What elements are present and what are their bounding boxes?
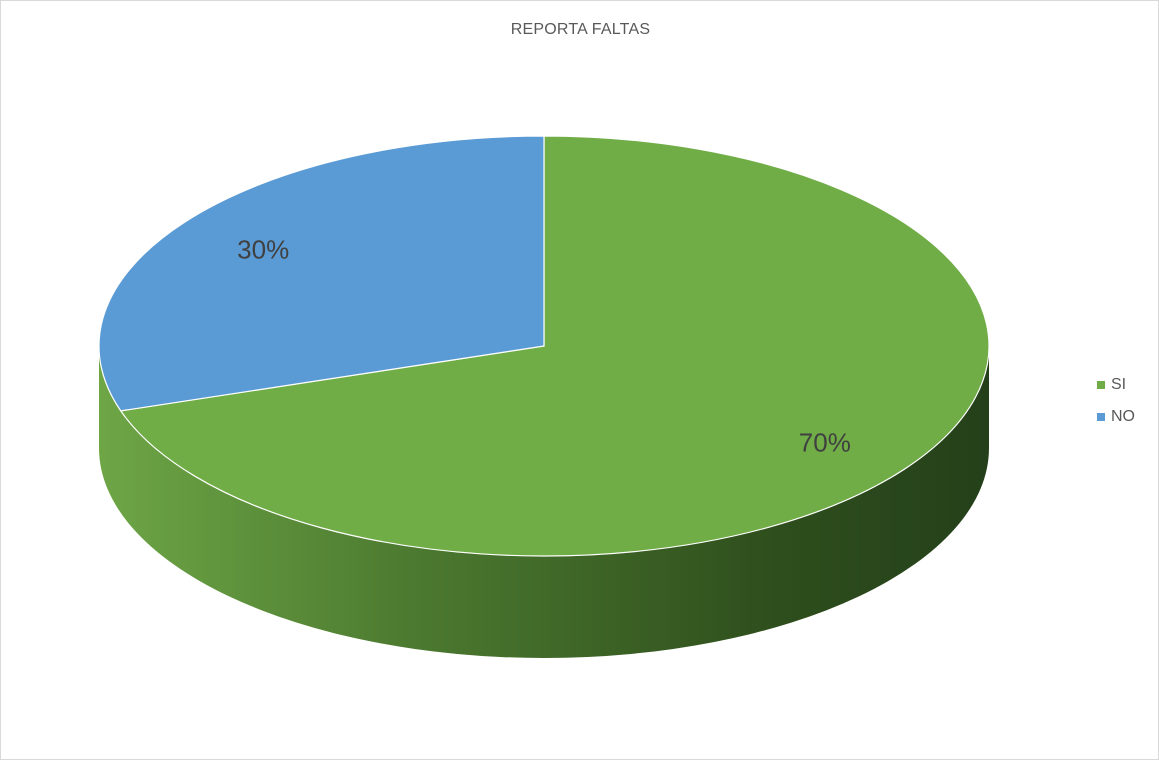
pie-side-wall [99, 346, 989, 658]
legend-item-no: NO [1097, 407, 1135, 427]
legend-swatch-no [1097, 413, 1105, 421]
legend-label-no: NO [1111, 408, 1135, 425]
data-label-no: 30% [237, 235, 289, 265]
legend-swatch-si [1097, 381, 1105, 389]
chart-title: REPORTA FALTAS [510, 21, 651, 38]
pie-slice-no [98, 135, 545, 412]
legend-label-si: SI [1111, 376, 1127, 393]
legend-item-si: SI [1097, 375, 1135, 395]
legend: SI NO [1097, 375, 1135, 439]
data-label-si: 70% [799, 427, 851, 457]
pie-slice-si [119, 135, 990, 557]
